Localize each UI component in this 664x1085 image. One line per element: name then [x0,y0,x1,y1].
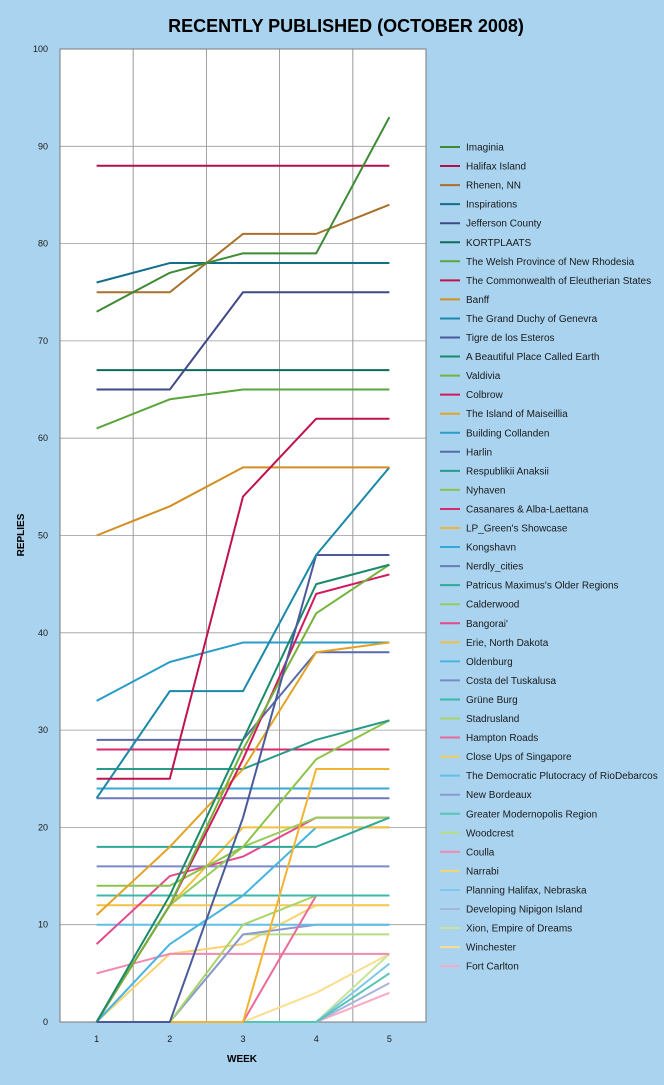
y-tick-label: 50 [38,531,48,541]
legend-label: LP_Green's Showcase [466,524,568,535]
legend-label: Kongshavn [466,543,516,554]
legend-label: Harlin [466,447,492,458]
legend-label: Rhenen, NN [466,181,521,192]
legend-label: Nerdly_cities [466,562,523,573]
legend-label: Hampton Roads [466,733,538,744]
legend-label: Banff [466,295,489,306]
chart-title: RECENTLY PUBLISHED (OCTOBER 2008) [168,16,524,36]
x-tick-label: 1 [94,1034,99,1044]
legend-label: Respublikii Anaksii [466,466,549,477]
legend-label: Close Ups of Singapore [466,752,572,763]
legend-label: Jefferson County [466,219,541,230]
series-line [96,952,390,975]
legend-label: New Bordeaux [466,790,532,801]
legend-label: Colbrow [466,390,503,401]
legend-label: KORTPLAATS [466,238,532,249]
legend-label: Costa del Tuskalusa [466,676,556,687]
legend-label: Fort Carlton [466,962,519,973]
y-tick-label: 0 [43,1017,48,1027]
series-line [96,553,390,1023]
x-tick-label: 2 [167,1034,172,1044]
series-line [96,116,391,313]
legend-label: Bangorai' [466,619,508,630]
y-tick-label: 80 [38,239,48,249]
y-axis-label: REPLIES [16,513,27,556]
series-line [95,563,390,1023]
series-line [95,563,390,1023]
legend-label: Casanares & Alba-Laettana [466,504,589,515]
legend-label: Valdivia [466,371,501,382]
x-tick-label: 3 [240,1034,245,1044]
legend-label: A Beautiful Place Called Earth [466,352,599,363]
series-line [96,641,390,702]
legend-label: Narrabi [466,866,499,877]
series-line [96,826,390,907]
legend-label: Woodcrest [466,828,514,839]
legend-label: Nyhaven [466,485,505,496]
series-lines [95,116,391,1023]
legend-label: Tigre de los Esteros [466,333,555,344]
y-tick-label: 30 [38,725,48,735]
legend-label: The Grand Duchy of Genevra [466,314,598,325]
series-line [96,417,390,780]
y-tick-label: 10 [38,920,48,930]
y-tick-label: 40 [38,628,48,638]
series-line [96,719,390,887]
legend-label: Imaginia [466,143,504,154]
series-line [95,466,391,799]
legend-label: Planning Halifax, Nebraska [466,885,587,896]
x-tick-label: 4 [314,1034,319,1044]
y-tick-label: 60 [38,433,48,443]
legend-label: Halifax Island [466,162,526,173]
legend-label: Calderwood [466,600,519,611]
series-line [96,203,390,294]
legend-label: Oldenburg [466,657,513,668]
legend-label: Developing Nipigon Island [466,905,582,916]
y-tick-label: 70 [38,336,48,346]
legend-label: Erie, North Dakota [466,638,549,649]
y-tick-label: 90 [38,141,48,151]
legend-label: Grüne Burg [466,695,518,706]
y-tick-label: 100 [33,44,48,54]
legend-label: Winchester [466,943,517,954]
legend-label: Patricus Maximus's Older Regions [466,581,619,592]
series-line [96,466,390,537]
legend-label: The Welsh Province of New Rhodesia [466,257,635,268]
legend-label: The Democratic Plutocracy of RioDebarcos [466,771,658,782]
legend-label: The Commonwealth of Eleutherian States [466,276,651,287]
x-tick-label: 5 [387,1034,392,1044]
legend: Imaginia Halifax Island Rhenen, NN Inspirat… [440,143,658,973]
series-line [96,262,390,284]
legend-label: Coulla [466,847,495,858]
y-tick-label: 20 [38,822,48,832]
legend-label: Building Collanden [466,428,549,439]
grid [59,48,427,1023]
legend-label: Stadrusland [466,714,519,725]
legend-label: The Island of Maiseillia [466,409,568,420]
legend-label: Inspirations [466,200,517,211]
legend-label: Greater Modernopolis Region [466,809,597,820]
legend-label: Xion, Empire of Dreams [466,924,572,935]
series-line [95,641,390,916]
series-line [96,388,390,430]
x-axis-label: WEEK [227,1054,258,1065]
series-line [96,291,390,391]
